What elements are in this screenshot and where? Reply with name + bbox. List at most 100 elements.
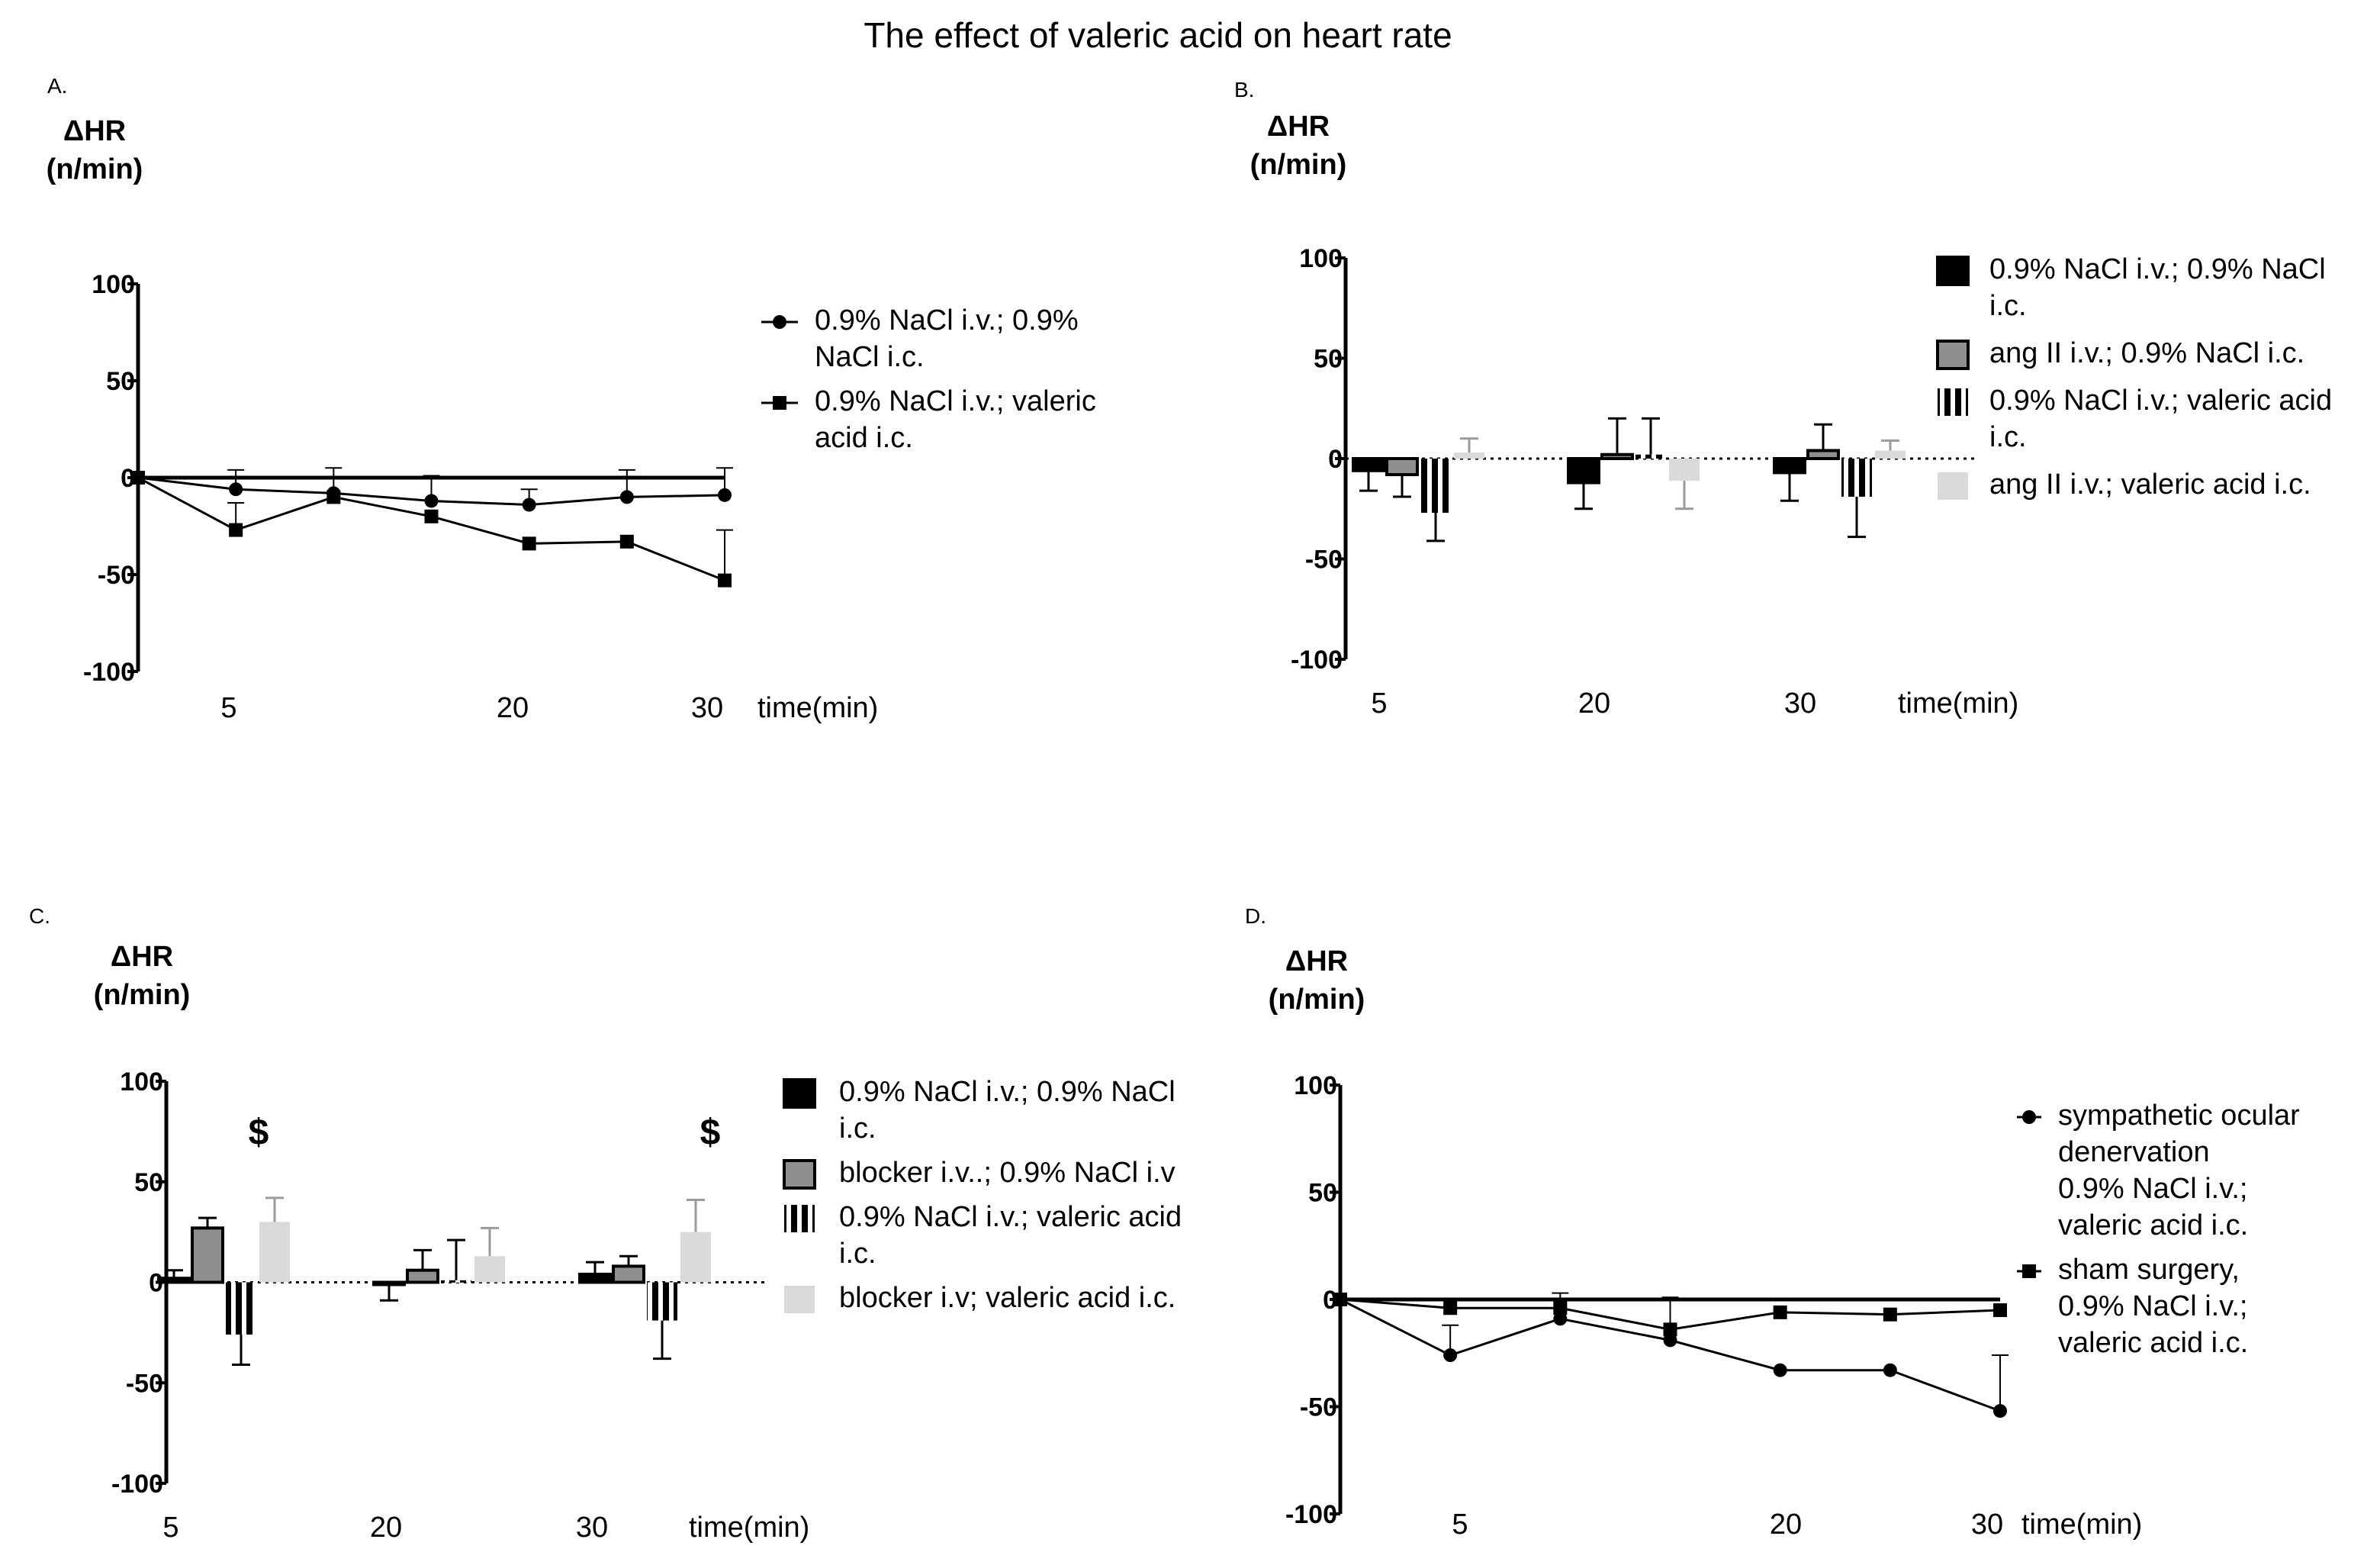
bar — [157, 1277, 191, 1284]
y-tick-label: 50 — [106, 367, 135, 396]
y-tick-label: -50 — [1300, 1393, 1337, 1422]
y-tick-label: 50 — [1308, 1179, 1337, 1208]
data-point — [1333, 1293, 1347, 1306]
bar — [578, 1272, 612, 1284]
bar — [1352, 457, 1385, 472]
legend-label: 0.9% NaCl i.v.; — [2058, 1290, 2247, 1322]
y-tick-label: 100 — [1294, 1071, 1337, 1100]
y-tick-label: -100 — [83, 658, 135, 687]
bar — [1773, 457, 1806, 475]
data-point — [522, 498, 536, 512]
data-point — [424, 509, 439, 523]
legend-marker — [2022, 1264, 2036, 1278]
y-tick-label: -50 — [98, 561, 135, 590]
legend-swatch — [1938, 472, 1968, 500]
x-tick-label: 5 — [162, 1512, 178, 1544]
panel-letter: D. — [1245, 904, 1266, 928]
y-tick-label: -50 — [1305, 546, 1343, 575]
bar — [259, 1222, 290, 1283]
legend-swatch — [1938, 388, 1968, 416]
data-point — [522, 536, 536, 551]
data-point — [1443, 1348, 1458, 1363]
legend-label: i.c. — [839, 1238, 876, 1270]
legend-label: i.c. — [1989, 421, 2027, 453]
data-point — [229, 523, 243, 537]
legend-label: 0.9% NaCl i.v.; valeric — [815, 385, 1096, 417]
bar — [1454, 452, 1484, 459]
bar — [1875, 450, 1906, 459]
x-tick-label: 20 — [497, 692, 529, 724]
data-point — [619, 534, 634, 549]
legend-label: blocker i.v..; 0.9% NaCl i.v — [839, 1157, 1176, 1189]
data-point — [326, 490, 341, 504]
legend-item: sham surgery, 0.9% NaCl i.v.; valeric acid… — [2017, 1254, 2248, 1359]
bar — [680, 1232, 711, 1283]
bar — [1669, 459, 1700, 481]
y-tick-label: 50 — [134, 1168, 163, 1197]
legend-item: sympathetic ocular denervation 0.9% NaCl i… — [2017, 1100, 2300, 1241]
y-axis-label-line1: ΔHR — [111, 941, 173, 973]
legend-label: valeric acid i.c. — [2058, 1209, 2248, 1241]
y-axis-label-line1: ΔHR — [1285, 945, 1348, 977]
legend-label: valeric acid i.c. — [2058, 1327, 2248, 1359]
legend-swatch — [784, 1286, 815, 1313]
legend-swatch — [784, 1205, 815, 1232]
y-tick-label: 100 — [120, 1067, 163, 1096]
legend-item: 0.9% NaCl i.v.; valeric acid i.c. — [761, 385, 1096, 454]
data-point — [1883, 1363, 1897, 1377]
x-tick-label: 30 — [691, 692, 723, 724]
bar — [406, 1268, 439, 1284]
data-point — [1553, 1312, 1568, 1326]
x-tick-label: 5 — [1452, 1509, 1468, 1541]
legend-item: 0.9% NaCl i.v.; valeric acid i.c. — [1938, 385, 2332, 453]
legend-label: sympathetic ocular — [2058, 1100, 2300, 1132]
panel-c: C. ΔHR (n/min) 100 50 0 -50 -100 5 20 30 time(min) $… — [29, 904, 1182, 1544]
data-point — [1663, 1333, 1677, 1348]
y-tick-label: -100 — [111, 1470, 163, 1499]
y-axis-label-line2: (n/min) — [47, 153, 143, 185]
data-point — [1443, 1301, 1458, 1315]
legend-label: acid i.c. — [815, 422, 913, 454]
bar — [647, 1282, 677, 1321]
legend-item: blocker i.v..; 0.9% NaCl i.v — [783, 1157, 1176, 1190]
x-axis-label: time(min) — [2021, 1509, 2142, 1541]
legend-label: blocker i.v; valeric acid i.c. — [839, 1282, 1176, 1314]
legend-marker — [773, 396, 786, 410]
x-tick-label: 5 — [1371, 688, 1387, 720]
legend: 0.9% NaCl i.v.; 0.9% NaCl i.c. blocker i.v… — [783, 1076, 1182, 1314]
data-point — [1553, 1301, 1568, 1315]
y-tick-label: 50 — [1314, 345, 1343, 374]
bar — [1420, 459, 1451, 514]
panel-b: B. ΔHR (n/min) 100 50 0 -50 -100 5 20 30 time(min) 0… — [1234, 78, 2332, 720]
y-tick-label: -100 — [1291, 646, 1343, 675]
legend-swatch — [1936, 256, 1970, 286]
data-point — [718, 573, 732, 588]
legend-label: ang II i.v.; valeric acid i.c. — [1989, 469, 2311, 501]
x-tick-label: 30 — [1971, 1509, 2003, 1541]
legend: 0.9% NaCl i.v.; 0.9% NaCl i.c. ang II i.v.… — [1936, 253, 2332, 501]
figure-title: The effect of valeric acid on heart rate — [864, 15, 1452, 55]
legend: 0.9% NaCl i.v.; 0.9%NaCl i.c. 0.9% NaCl i… — [761, 304, 1096, 454]
y-tick-label: 100 — [1299, 244, 1343, 273]
legend-label: denervation — [2058, 1136, 2210, 1168]
legend-item: 0.9% NaCl i.v.; 0.9% NaCl i.c. — [761, 304, 1079, 373]
data-point — [1993, 1404, 2007, 1418]
x-axis-label: time(min) — [1898, 688, 2018, 720]
x-axis-label: time(min) — [757, 692, 878, 724]
y-tick-label: -100 — [1285, 1500, 1337, 1529]
x-tick-label: 30 — [1784, 688, 1816, 720]
y-tick-label: 100 — [92, 270, 135, 299]
legend-swatch — [1936, 340, 1970, 370]
legend-item: blocker i.v; valeric acid i.c. — [784, 1282, 1176, 1314]
panel-letter: A. — [47, 74, 67, 98]
x-tick-label: 30 — [576, 1512, 608, 1544]
data-point — [1773, 1363, 1787, 1377]
legend-label: i.c. — [839, 1113, 876, 1145]
y-tick-label: -50 — [126, 1369, 163, 1398]
data-point — [718, 488, 732, 502]
data-point — [1993, 1303, 2007, 1318]
legend-item: ang II i.v.; valeric acid i.c. — [1938, 469, 2311, 501]
y-axis-label-line2: (n/min) — [1250, 149, 1347, 181]
bar — [1385, 457, 1419, 477]
